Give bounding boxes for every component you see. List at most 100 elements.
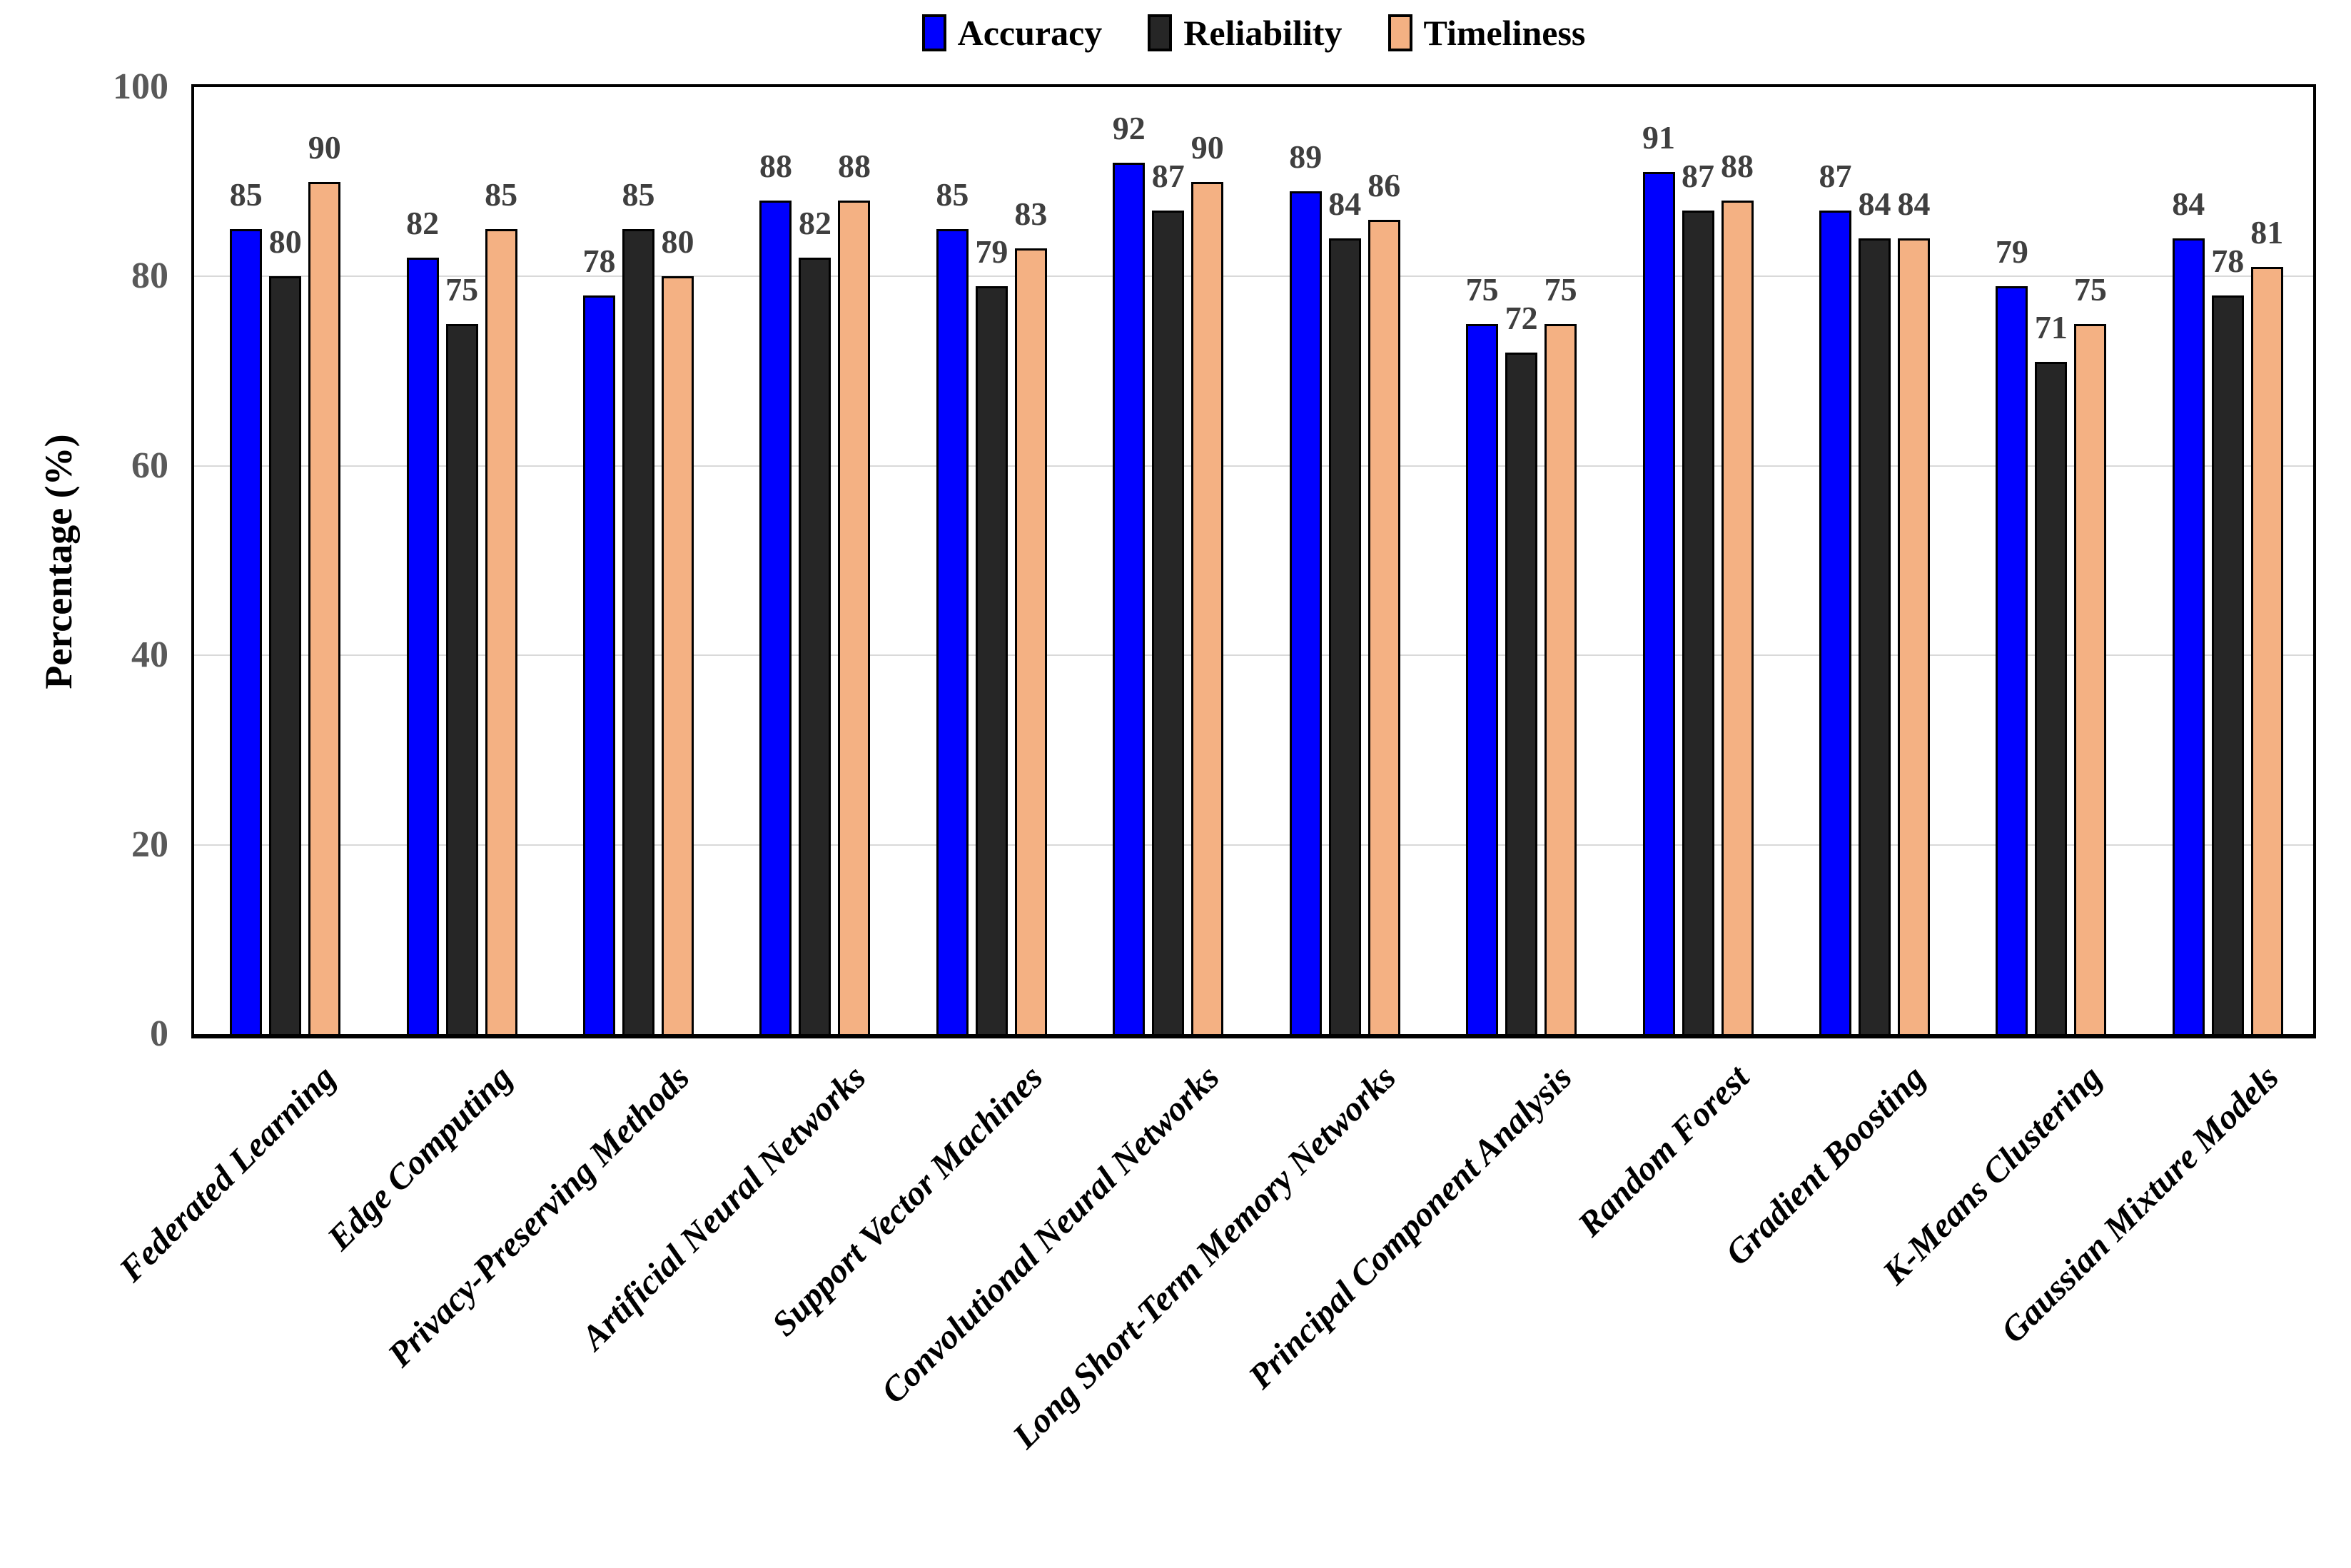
bar-value-label: 90 <box>308 128 341 166</box>
bar-value-label: 78 <box>582 242 616 279</box>
bar-value-label: 86 <box>1367 166 1401 203</box>
bar-value-label: 85 <box>229 176 263 213</box>
bar-accuracy <box>230 229 263 1034</box>
bar-value-label: 81 <box>2250 214 2284 251</box>
bar-reliability <box>2035 361 2068 1034</box>
x-category-label: Principal Component Analysis <box>1240 1057 1580 1397</box>
bar-value-label: 90 <box>1190 128 1224 166</box>
bar-value-label: 85 <box>485 176 518 213</box>
bar-timeliness <box>1191 181 1224 1034</box>
x-category-label: Long Short-Term Memory Networks <box>1004 1057 1403 1456</box>
bar-accuracy <box>583 295 616 1034</box>
bar-value-label: 89 <box>1289 138 1323 175</box>
bar-reliability <box>269 276 302 1034</box>
bar-value-label: 82 <box>406 204 440 241</box>
bar-value-label: 92 <box>1112 110 1146 147</box>
legend-item-timeliness: Timeliness <box>1387 12 1586 54</box>
bar-value-label: 88 <box>837 148 871 185</box>
x-category-label: Privacy-Preserving Methods <box>380 1057 697 1375</box>
bar-timeliness <box>485 229 517 1034</box>
y-tick-label-40: 40 <box>131 634 168 676</box>
bar-timeliness <box>1897 238 1930 1034</box>
bar-reliability <box>1505 352 1538 1034</box>
bar-value-label: 88 <box>1721 148 1754 185</box>
bar-timeliness <box>838 201 871 1034</box>
chart-legend: Accuracy Reliability Timeliness <box>191 7 2316 59</box>
legend-item-reliability: Reliability <box>1148 12 1343 54</box>
y-tick-label-100: 100 <box>113 66 168 107</box>
bar-value-label: 75 <box>445 270 479 308</box>
bar-accuracy <box>2172 238 2205 1034</box>
bar-accuracy <box>1996 285 2028 1034</box>
bar-value-label: 85 <box>622 176 655 213</box>
bar-reliability <box>1152 210 1185 1034</box>
y-tick-label-0: 0 <box>150 1013 168 1054</box>
x-category-label: Federated Learning <box>111 1057 344 1290</box>
bar-timeliness <box>2250 267 2283 1034</box>
bar-value-label: 87 <box>1151 157 1185 194</box>
y-tick-label-20: 20 <box>131 824 168 865</box>
bar-reliability <box>1858 238 1891 1034</box>
bar-timeliness <box>1367 219 1400 1034</box>
bar-value-label: 87 <box>1819 157 1852 194</box>
bar-timeliness <box>308 181 341 1034</box>
bar-accuracy <box>1466 323 1499 1034</box>
bar-timeliness <box>1721 201 1754 1034</box>
bar-accuracy <box>759 201 792 1034</box>
bar-accuracy <box>406 257 439 1034</box>
bar-value-label: 72 <box>1505 299 1538 336</box>
y-tick-label-60: 60 <box>131 445 168 486</box>
bar-value-label: 79 <box>1995 233 2028 270</box>
gridline-y-80 <box>194 275 2313 278</box>
bar-value-label: 87 <box>1682 157 1715 194</box>
gridline-y-40 <box>194 654 2313 657</box>
bar-reliability <box>975 285 1008 1034</box>
bar-accuracy <box>1289 191 1322 1034</box>
bar-value-label: 75 <box>1465 270 1499 308</box>
legend-swatch-reliability <box>1148 14 1173 51</box>
x-category-label: Convolutional Neural Networks <box>873 1057 1227 1411</box>
bar-value-label: 82 <box>798 204 831 241</box>
bar-timeliness <box>2074 323 2107 1034</box>
bar-value-label: 75 <box>1544 270 1577 308</box>
legend-label: Reliability <box>1183 13 1343 53</box>
legend-label: Timeliness <box>1423 13 1586 53</box>
bar-reliability <box>2211 295 2244 1034</box>
bar-reliability <box>622 229 655 1034</box>
gridline-y-60 <box>194 465 2313 467</box>
bar-value-label: 83 <box>1014 195 1048 232</box>
legend-swatch-accuracy <box>921 14 946 51</box>
bar-value-label: 80 <box>661 223 694 261</box>
bar-reliability <box>1328 238 1361 1034</box>
bar-timeliness <box>1544 323 1577 1034</box>
bar-timeliness <box>1014 248 1047 1034</box>
bar-value-label: 91 <box>1642 119 1676 156</box>
bar-value-label: 79 <box>975 233 1008 270</box>
y-tick-label-80: 80 <box>131 256 168 297</box>
legend-item-accuracy: Accuracy <box>921 12 1103 54</box>
bar-value-label: 84 <box>1328 186 1362 223</box>
bar-value-label: 75 <box>2073 270 2107 308</box>
x-category-label: Artificial Neural Networks <box>573 1057 874 1357</box>
bar-accuracy <box>1113 163 1146 1034</box>
bar-reliability <box>799 257 831 1034</box>
bar-value-label: 85 <box>936 176 969 213</box>
bar-reliability <box>1682 210 1714 1034</box>
gridline-y-20 <box>194 844 2313 846</box>
bar-value-label: 78 <box>2211 242 2245 279</box>
x-category-label: Edge Computing <box>320 1057 520 1258</box>
bar-value-label: 80 <box>268 223 302 261</box>
y-axis-title: Percentage (%) <box>37 434 80 689</box>
bar-value-label: 84 <box>2172 186 2205 223</box>
plot-area: 85 80 90 82 75 85 78 85 80 88 82 88 85 79 83 92 87 90 89 84… <box>191 84 2316 1038</box>
bar-value-label: 88 <box>759 148 792 185</box>
bar-value-label: 71 <box>2034 308 2068 345</box>
bar-accuracy <box>1642 172 1675 1034</box>
bar-timeliness <box>662 276 694 1034</box>
bar-accuracy <box>936 229 969 1034</box>
legend-label: Accuracy <box>957 13 1103 53</box>
bar-value-label: 84 <box>1858 186 1891 223</box>
bar-value-label: 84 <box>1897 186 1931 223</box>
bar-accuracy <box>1819 210 1851 1034</box>
